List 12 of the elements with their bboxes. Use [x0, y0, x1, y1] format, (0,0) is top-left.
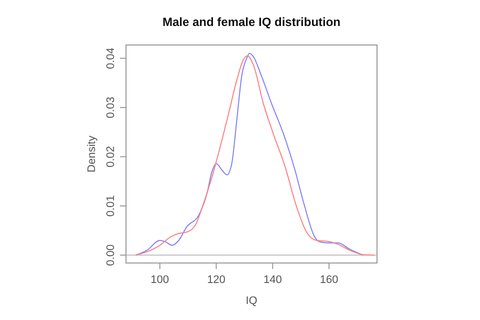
y-axis-title: Density [86, 136, 98, 172]
chart-title: Male and female IQ distribution [161, 15, 342, 29]
y-tick-label: 0.03 [105, 96, 117, 118]
x-tick-label: 100 [150, 274, 170, 286]
x-tick-label: 120 [207, 274, 226, 286]
y-tick-label: 0.01 [105, 195, 117, 217]
y-tick-label: 0.02 [105, 146, 117, 168]
y-tick-label: 0.04 [105, 48, 117, 69]
y-tick-label: 0.00 [105, 244, 117, 266]
x-tick-label: 160 [320, 274, 338, 286]
x-axis-title: IQ [244, 295, 258, 307]
x-tick-label: 140 [263, 274, 282, 286]
